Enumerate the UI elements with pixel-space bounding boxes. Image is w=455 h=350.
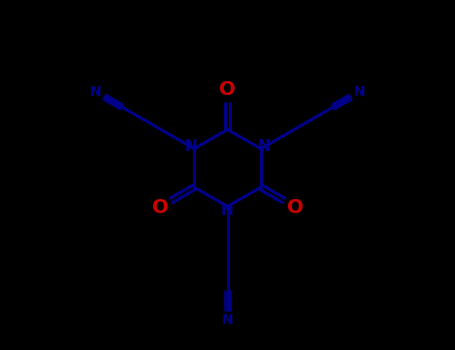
Text: N: N — [354, 85, 365, 99]
Text: O: O — [152, 197, 168, 217]
Text: N: N — [222, 313, 233, 327]
Text: N: N — [258, 139, 271, 154]
Text: O: O — [287, 197, 303, 217]
Text: N: N — [184, 139, 197, 154]
Text: N: N — [90, 85, 101, 99]
Text: O: O — [219, 80, 236, 99]
Text: N: N — [221, 203, 234, 218]
